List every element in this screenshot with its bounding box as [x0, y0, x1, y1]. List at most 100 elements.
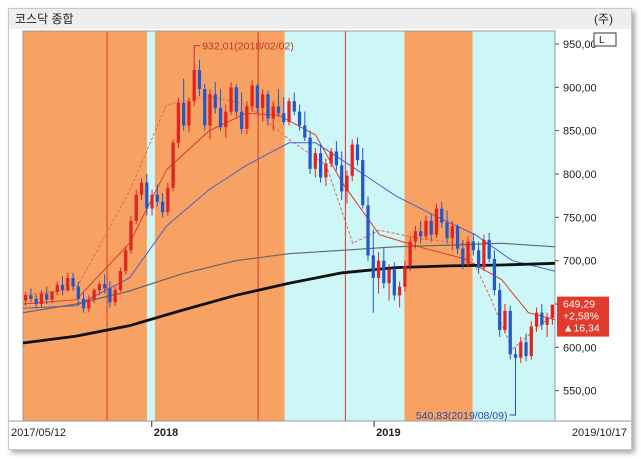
candle-body — [276, 106, 281, 114]
candle-body — [134, 194, 138, 221]
candle-body — [50, 291, 54, 300]
annotations: 932,01(2018/02/02) 540,83(2019/08/09) — [193, 41, 516, 422]
candle-body — [250, 85, 254, 107]
candle-body — [361, 160, 365, 206]
chart-header: 코스닥 종합 (주) L — [9, 9, 631, 47]
last-value-badge — [557, 296, 609, 337]
period-band — [404, 31, 473, 421]
y-tick-label: 850,00 — [563, 126, 597, 138]
last-value-change-pct: +2,58% — [563, 311, 599, 323]
candle-body — [292, 101, 296, 112]
candle-body — [113, 290, 117, 303]
indicator-box[interactable] — [593, 32, 617, 47]
candle-body — [145, 182, 149, 209]
candle-body — [371, 255, 375, 278]
x-axis: 2017/05/12 2018 2019 2019/10/17 — [9, 420, 631, 439]
candle-body — [419, 231, 423, 237]
candle-body — [255, 85, 260, 109]
last-value-price: 649,29 — [563, 299, 595, 311]
candle-body — [376, 260, 381, 278]
period-band — [154, 31, 285, 421]
candle-body — [429, 220, 433, 235]
candle-body — [229, 87, 233, 112]
candle-body — [329, 151, 333, 164]
candle-body — [308, 137, 312, 169]
candle-body — [245, 106, 249, 129]
candle-body — [345, 175, 349, 192]
candle-body — [39, 293, 44, 304]
candle-body — [408, 241, 412, 266]
candle-body — [45, 293, 49, 300]
candle-body — [334, 151, 339, 166]
candle-body — [355, 144, 360, 161]
y-tick-label: 550,00 — [563, 386, 597, 398]
candle-body — [261, 94, 265, 109]
candle-body — [71, 278, 75, 287]
candle-body — [550, 304, 554, 318]
period-band — [284, 31, 405, 421]
candle-body — [350, 144, 354, 176]
moving-average-ma60 — [22, 142, 556, 309]
candle-body — [445, 222, 449, 239]
candle-body — [318, 153, 323, 178]
candle-body — [87, 299, 91, 309]
candle-body — [176, 102, 181, 143]
kosdaq-chart: 932,01(2018/02/02) 540,83(2019/08/09) 950… — [9, 9, 631, 439]
candle-body — [513, 354, 518, 358]
candle-body — [192, 70, 196, 102]
moving-average-ma120 — [22, 242, 556, 314]
y-tick-label: 750,00 — [563, 212, 597, 224]
candle-body — [24, 295, 28, 301]
indicator-label: L — [599, 35, 605, 46]
candle-body — [129, 220, 133, 251]
max-annotation-label: 932,01(2018/02/02) — [202, 41, 294, 53]
moving-average-ma240 — [22, 261, 556, 345]
candle-body — [139, 182, 144, 195]
candle-body — [413, 231, 418, 242]
candle-body — [266, 94, 270, 119]
candle-body — [540, 312, 544, 325]
candle-body — [218, 108, 223, 128]
candle-body — [482, 239, 486, 268]
candle-body — [324, 163, 328, 178]
y-tick-label: 950,00 — [563, 39, 597, 51]
candle-body — [424, 220, 428, 237]
candle-body — [303, 125, 307, 138]
candle-body — [171, 142, 175, 188]
candle-body — [487, 239, 491, 259]
candle-body — [498, 290, 502, 330]
y-tick-label: 900,00 — [563, 82, 597, 94]
min-annotation-pointer — [509, 398, 516, 416]
candle-body — [224, 111, 228, 128]
candle-body — [150, 194, 154, 209]
candle-body — [461, 248, 465, 265]
x-tick-label: 2017/05/12 — [11, 427, 66, 439]
period-band — [146, 31, 155, 421]
candle-body — [187, 101, 191, 126]
candle-body — [182, 102, 186, 126]
candle-body — [203, 89, 207, 126]
candle-body — [282, 113, 286, 122]
candle-body — [118, 271, 123, 291]
candle-body — [382, 260, 386, 284]
candle-body — [108, 288, 112, 303]
candle-body — [440, 208, 444, 223]
moving-average-lines — [22, 95, 556, 350]
candle-body — [103, 284, 107, 289]
candle-body — [534, 312, 539, 327]
max-annotation-pointer — [193, 45, 201, 60]
candle-body — [387, 269, 391, 284]
candle-body — [208, 94, 212, 126]
candle-body — [81, 298, 86, 309]
candle-body — [271, 106, 275, 119]
y-axis: 950,00900,00850,00800,00750,00700,00650,… — [555, 39, 609, 398]
candlesticks — [24, 59, 554, 399]
chart-window: 932,01(2018/02/02) 540,83(2019/08/09) 950… — [8, 8, 632, 450]
candle-body — [476, 250, 481, 268]
period-bands — [23, 31, 555, 421]
candle-body — [313, 153, 317, 169]
candle-body — [155, 194, 159, 202]
y-tick-label: 600,00 — [563, 342, 597, 354]
candle-body — [503, 310, 507, 330]
candle-body — [287, 101, 291, 122]
